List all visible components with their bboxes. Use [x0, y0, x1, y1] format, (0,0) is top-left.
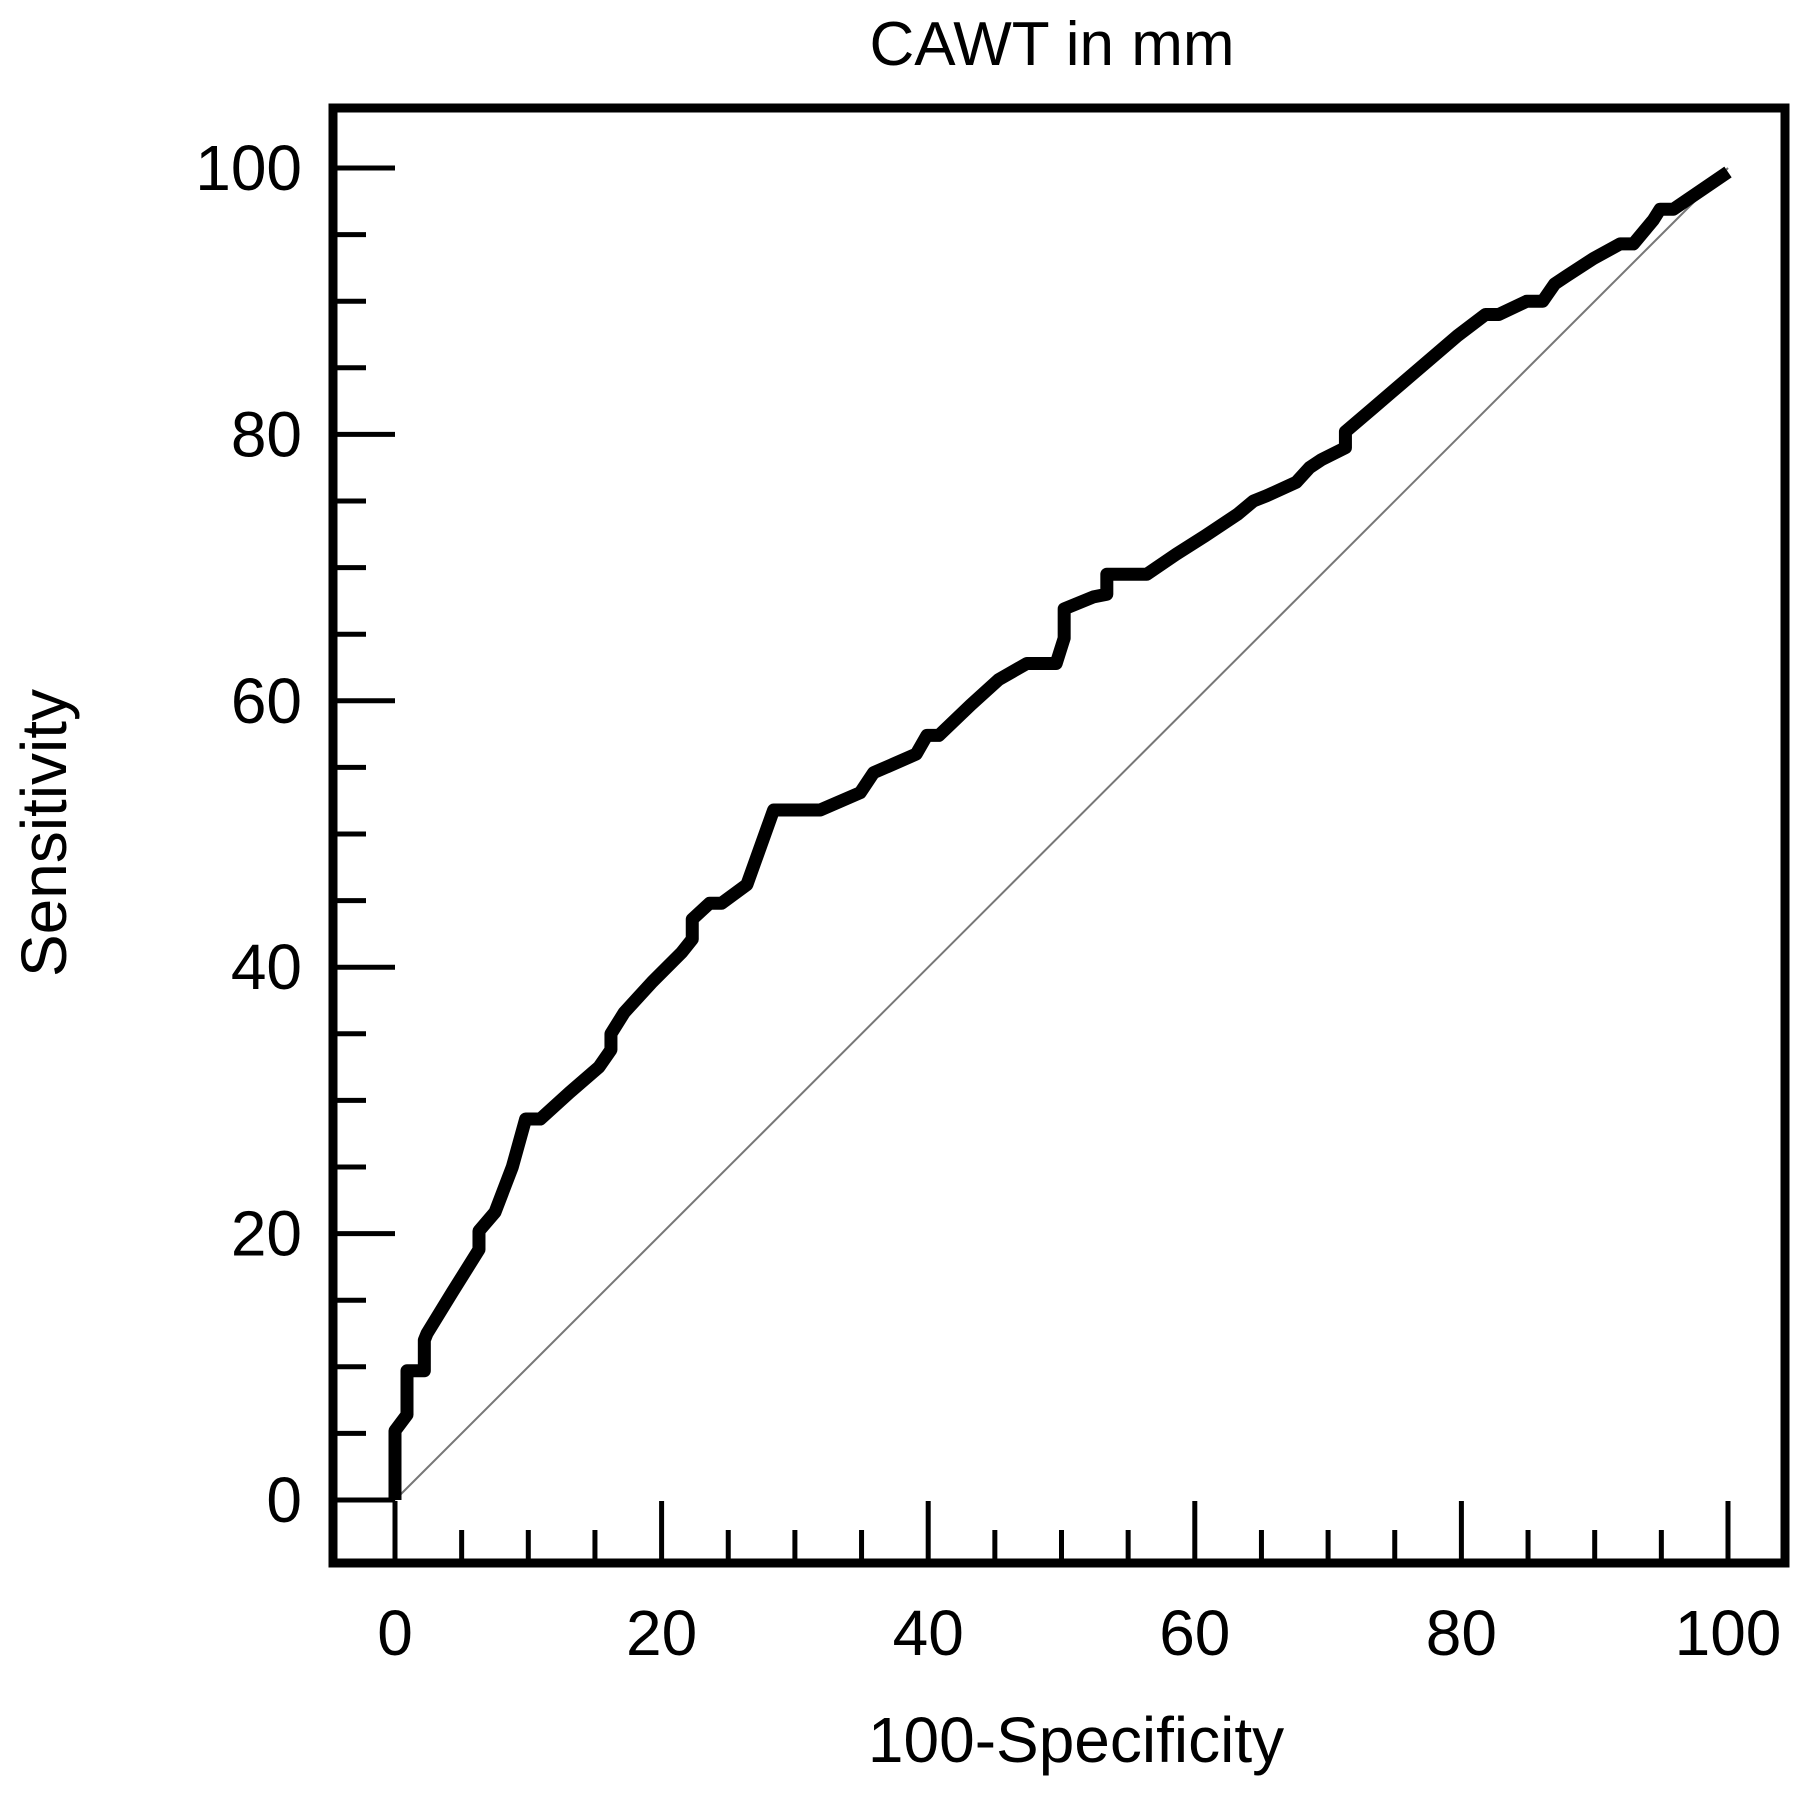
- y-axis-ticks: 0 20 40 60 80 100: [195, 132, 395, 1536]
- plot-series: [388, 166, 1732, 1501]
- reference-diagonal-line: [394, 167, 1729, 1501]
- x-tick-label: 100: [1675, 1597, 1782, 1669]
- x-tick-label: 40: [893, 1597, 964, 1669]
- x-axis-label: 100-Specificity: [868, 1704, 1284, 1776]
- x-tick-label: 60: [1159, 1597, 1230, 1669]
- y-axis-label: Sensitivity: [8, 689, 80, 977]
- chart-title: CAWT in mm: [869, 10, 1234, 79]
- y-tick-label: 100: [195, 132, 302, 204]
- y-tick-label: 80: [231, 398, 302, 470]
- roc-curve-line: [388, 166, 1732, 1500]
- x-axis-ticks: 0 20 40 60 80 100: [377, 1501, 1781, 1669]
- x-tick-label: 20: [626, 1597, 697, 1669]
- x-tick-label: 0: [377, 1597, 413, 1669]
- y-tick-label: 20: [231, 1198, 302, 1270]
- x-tick-label: 80: [1426, 1597, 1497, 1669]
- y-tick-label: 40: [231, 931, 302, 1003]
- y-tick-label: 0: [266, 1464, 302, 1536]
- y-tick-label: 60: [231, 665, 302, 737]
